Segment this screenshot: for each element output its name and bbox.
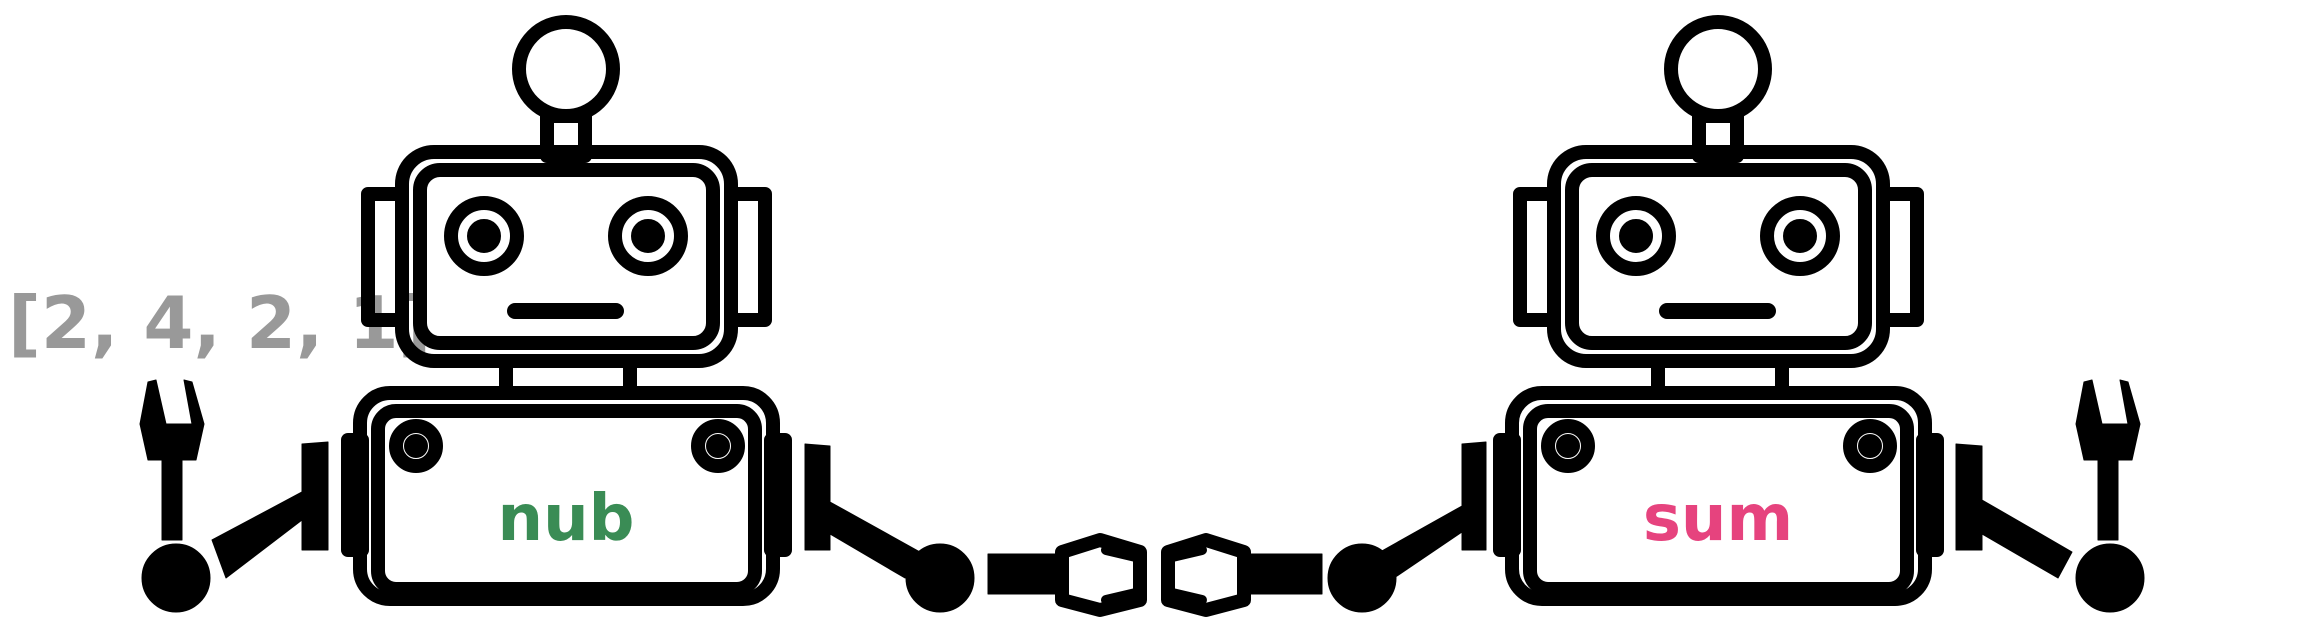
arm-sum-right xyxy=(1955,443,2073,579)
gripper-hand-right xyxy=(2075,379,2145,613)
plug-connector xyxy=(987,533,1323,617)
robot-nub: nub xyxy=(348,22,975,613)
arm-left-nub xyxy=(211,441,329,579)
gripper-hand-left xyxy=(139,379,211,613)
input-list-text: [2, 4, 2, 1] xyxy=(8,281,431,365)
robot-sum: sum xyxy=(1500,22,1937,599)
robot-sum-label: sum xyxy=(1643,482,1793,556)
robot-nub-label: nub xyxy=(498,482,635,556)
arm-sum-left xyxy=(1327,441,1487,613)
